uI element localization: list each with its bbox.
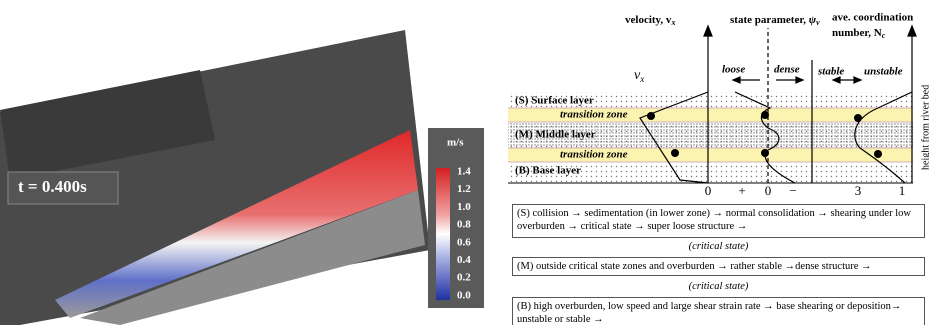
loose-label: loose — [722, 64, 745, 76]
layer-label: transition zone — [560, 149, 628, 161]
stable-label: stable — [817, 66, 844, 78]
time-label: t = 0.400s — [18, 177, 87, 196]
note-box: (M) outside critical state zones and ove… — [512, 257, 925, 276]
colorbar-tick-label: 1.4 — [457, 166, 471, 178]
velocity-header: velocity, vx — [625, 14, 675, 27]
note-text: (critical state) — [512, 240, 925, 253]
layer-label: transition zone — [560, 109, 628, 121]
state-header: state parameter, ψv — [730, 14, 820, 27]
axis-tick-label: 1 — [899, 183, 906, 198]
colorbar-tick-label: 0.8 — [457, 219, 471, 231]
colorbar-tick-label: 1.2 — [457, 183, 471, 195]
colorbar-tick-label: 0.6 — [457, 236, 471, 248]
unstable-label: unstable — [864, 66, 903, 78]
colorbar-tick-label: 0.0 — [457, 289, 471, 301]
figure: t = 0.400s m/s 1.41.21.00.80.60.40.20.0 … — [0, 0, 929, 325]
axis-tick-label: 0 — [765, 183, 772, 198]
coordination-header: ave. coordination — [832, 12, 913, 24]
colorbar — [436, 168, 450, 300]
colorbar-unit: m/s — [447, 137, 464, 149]
dense-label: dense — [774, 64, 800, 76]
axis-tick-label: + — [738, 183, 745, 198]
axis-tick-label: 0 — [705, 183, 712, 198]
axis-tick-label: 3 — [855, 183, 862, 198]
axis-tick-label: − — [789, 183, 796, 198]
colorbar-tick-label: 1.0 — [457, 201, 471, 213]
layer-label: (S) Surface layer — [515, 95, 594, 107]
layer-label: (M) Middle layer — [515, 129, 596, 141]
note-text: (critical state) — [512, 280, 925, 293]
height-axis-label: height from river bed — [920, 85, 929, 170]
coordination-header: number, Nc — [832, 27, 886, 40]
colorbar-tick-label: 0.4 — [457, 254, 471, 266]
note-box: (S) collision → sedimentation (in lower … — [512, 204, 925, 238]
velocity-label: vx — [634, 68, 644, 84]
layer-label: (B) Base layer — [515, 165, 581, 177]
page: t = 0.400s m/s 1.41.21.00.80.60.40.20.0 … — [0, 0, 929, 325]
note-box: (B) high overburden, low speed and large… — [512, 297, 925, 325]
colorbar-tick-label: 0.2 — [457, 272, 471, 284]
